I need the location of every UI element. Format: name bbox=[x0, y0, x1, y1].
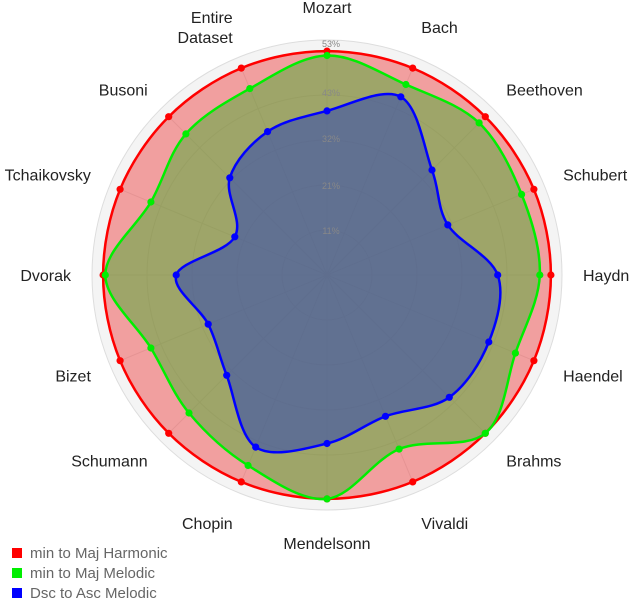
radar-axis-label-line: Tchaikovsky bbox=[5, 168, 91, 185]
radar-axis-label: Schumann bbox=[71, 453, 148, 470]
radar-point[interactable] bbox=[485, 338, 493, 346]
radar-axis-label-line: Chopin bbox=[182, 516, 233, 533]
radar-point[interactable] bbox=[237, 478, 245, 486]
radar-point[interactable] bbox=[147, 344, 155, 352]
radar-point[interactable] bbox=[172, 271, 180, 279]
radar-axis-label-line: Haydn bbox=[583, 268, 629, 285]
radar-point[interactable] bbox=[323, 495, 331, 503]
legend-swatch-melodic bbox=[12, 568, 22, 578]
radar-point[interactable] bbox=[409, 64, 417, 72]
radar-axis-label-line: Haendel bbox=[563, 368, 623, 385]
radar-axis-label-line: Bach bbox=[421, 20, 457, 37]
radar-point[interactable] bbox=[116, 357, 124, 365]
radar-axis-label: Beethoven bbox=[506, 83, 583, 100]
radar-axis-label-line: Mendelsonn bbox=[283, 536, 370, 553]
radar-point[interactable] bbox=[244, 461, 252, 470]
radar-point[interactable] bbox=[428, 166, 436, 174]
radar-point[interactable] bbox=[116, 185, 124, 193]
radar-point[interactable] bbox=[165, 113, 173, 121]
legend-label-dsc-asc: Dsc to Asc Melodic bbox=[30, 584, 157, 602]
radar-axis-label: Busoni bbox=[99, 83, 148, 100]
radar-axis-label-line: Dvorak bbox=[20, 268, 72, 285]
radar-axis-label-line: Schumann bbox=[71, 453, 148, 470]
radar-point[interactable] bbox=[204, 320, 212, 328]
radar-tick-labels: 11% 21% 32% 43% 53% bbox=[322, 39, 340, 236]
radar-point[interactable] bbox=[101, 271, 109, 279]
radar-axis-label-line: Schubert bbox=[563, 168, 628, 185]
legend-label-harmonic: min to Maj Harmonic bbox=[30, 544, 168, 562]
radar-series bbox=[99, 47, 555, 503]
radar-point[interactable] bbox=[395, 445, 403, 453]
legend-item-harmonic[interactable]: min to Maj Harmonic bbox=[12, 543, 168, 563]
radar-point[interactable] bbox=[511, 349, 519, 357]
radar-series-area bbox=[174, 92, 502, 454]
radar-point[interactable] bbox=[445, 393, 453, 401]
radar-point[interactable] bbox=[381, 412, 390, 420]
radar-tick-label: 32% bbox=[322, 134, 340, 144]
radar-axis-label: Chopin bbox=[182, 516, 233, 533]
radar-tick-label: 53% bbox=[322, 39, 340, 49]
radar-point[interactable] bbox=[475, 119, 483, 127]
radar-axis-label: Vivaldi bbox=[421, 516, 468, 533]
radar-axis-label: Bach bbox=[421, 20, 457, 37]
radar-axis-label-line: Vivaldi bbox=[421, 516, 468, 533]
radar-tick-label: 43% bbox=[322, 88, 340, 98]
radar-tick-label: 21% bbox=[322, 181, 340, 191]
radar-axis-label-line: Dataset bbox=[178, 30, 234, 47]
radar-point[interactable] bbox=[246, 85, 254, 93]
radar-point[interactable] bbox=[402, 80, 410, 89]
radar-point[interactable] bbox=[409, 478, 417, 486]
radar-axis-label: Brahms bbox=[506, 453, 561, 470]
radar-point[interactable] bbox=[226, 174, 234, 182]
legend-item-melodic[interactable]: min to Maj Melodic bbox=[12, 563, 168, 583]
radar-axis-label: Schubert bbox=[563, 168, 628, 185]
radar-axis-label-line: Entire bbox=[191, 10, 233, 27]
radar-axis-label: Haydn bbox=[583, 268, 629, 285]
radar-point[interactable] bbox=[147, 198, 155, 206]
radar-point[interactable] bbox=[323, 439, 331, 448]
radar-axis-label: Bizet bbox=[55, 368, 91, 385]
radar-point[interactable] bbox=[185, 409, 193, 417]
radar-axis-label: Entire Dataset bbox=[178, 10, 234, 47]
legend-swatch-harmonic bbox=[12, 548, 22, 558]
radar-axis-label-line: Mozart bbox=[303, 0, 352, 17]
radar-axis-label-line: Brahms bbox=[506, 453, 561, 470]
radar-point[interactable] bbox=[444, 221, 452, 229]
radar-point[interactable] bbox=[536, 271, 544, 279]
radar-axis-label: Haendel bbox=[563, 368, 623, 385]
legend: min to Maj Harmonic min to Maj Melodic D… bbox=[12, 543, 168, 603]
radar-point[interactable] bbox=[530, 357, 538, 365]
radar-axis-label: Tchaikovsky bbox=[5, 168, 91, 185]
radar-point[interactable] bbox=[481, 429, 489, 437]
radar-point[interactable] bbox=[481, 113, 489, 121]
radar-point[interactable] bbox=[237, 64, 245, 72]
legend-label-melodic: min to Maj Melodic bbox=[30, 564, 156, 582]
radar-point[interactable] bbox=[264, 128, 272, 136]
legend-swatch-dsc-asc bbox=[12, 588, 22, 598]
radar-point[interactable] bbox=[323, 107, 331, 115]
radar-axis-label-line: Bizet bbox=[55, 368, 91, 385]
radar-axis-label: Mozart bbox=[303, 0, 352, 17]
radar-tick-label: 11% bbox=[322, 226, 339, 236]
radar-point[interactable] bbox=[165, 429, 173, 437]
radar-point[interactable] bbox=[547, 271, 555, 279]
radar-point[interactable] bbox=[252, 443, 260, 451]
radar-point[interactable] bbox=[231, 233, 239, 241]
radar-point[interactable] bbox=[518, 190, 526, 198]
radar-point[interactable] bbox=[323, 51, 331, 60]
radar-point[interactable] bbox=[494, 271, 502, 279]
radar-axis-label: Mendelsonn bbox=[283, 536, 370, 553]
radar-point[interactable] bbox=[182, 130, 190, 138]
legend-item-dsc-asc[interactable]: Dsc to Asc Melodic bbox=[12, 583, 168, 603]
radar-axis-labels: Mozart Bach Beethoven Schubert Haydn Haendel B… bbox=[5, 0, 630, 553]
radar-point[interactable] bbox=[397, 93, 405, 101]
radar-point[interactable] bbox=[223, 371, 231, 379]
radar-axis-label: Dvorak bbox=[20, 268, 72, 285]
radar-axis-label-line: Beethoven bbox=[506, 83, 583, 100]
radar-axis-label-line: Busoni bbox=[99, 83, 148, 100]
radar-point[interactable] bbox=[530, 185, 538, 193]
